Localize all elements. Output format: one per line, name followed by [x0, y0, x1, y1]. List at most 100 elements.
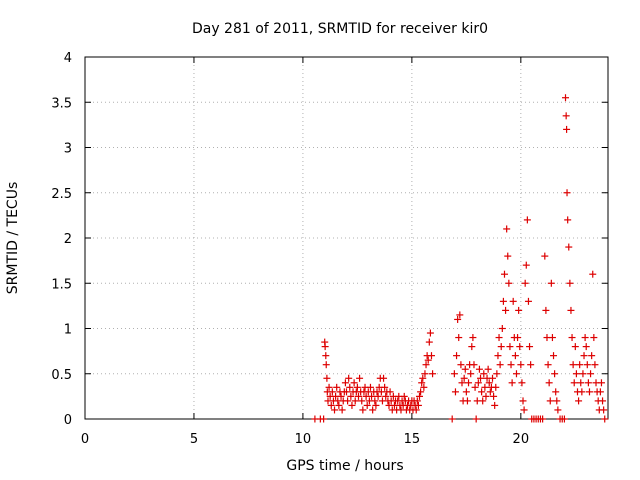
y-tick-label: 3	[64, 142, 72, 157]
data-point	[539, 415, 547, 423]
data-point	[458, 379, 466, 387]
x-tick-label: 15	[404, 432, 421, 447]
data-point	[468, 343, 476, 351]
data-point	[333, 383, 341, 391]
y-tick-label: 1.5	[51, 277, 72, 292]
data-point	[413, 397, 421, 405]
data-point	[520, 406, 528, 414]
data-point	[448, 415, 456, 423]
data-point	[489, 374, 497, 382]
data-point	[475, 365, 483, 373]
data-point	[429, 370, 437, 378]
data-point	[417, 388, 425, 396]
data-point	[474, 379, 482, 387]
data-point	[560, 415, 568, 423]
data-point	[583, 361, 591, 369]
data-point	[450, 370, 458, 378]
data-point	[526, 343, 534, 351]
data-point	[414, 401, 422, 409]
data-point	[456, 311, 464, 319]
data-point	[325, 383, 333, 391]
data-point	[575, 397, 583, 405]
data-point	[485, 379, 493, 387]
data-point	[508, 379, 516, 387]
data-point	[327, 401, 335, 409]
data-point	[380, 374, 388, 382]
data-point	[335, 401, 343, 409]
data-point	[467, 370, 475, 378]
data-point	[511, 352, 519, 360]
data-point	[550, 352, 558, 360]
data-point	[499, 297, 507, 305]
data-point	[516, 343, 524, 351]
data-point	[412, 406, 420, 414]
data-point	[345, 374, 353, 382]
data-point	[578, 388, 586, 396]
x-axis-label: GPS time / hours	[286, 458, 403, 474]
data-point	[521, 279, 529, 287]
x-tick-label: 10	[295, 432, 312, 447]
data-points	[311, 94, 609, 423]
data-point	[419, 374, 427, 382]
data-point	[356, 374, 364, 382]
data-point	[493, 370, 501, 378]
data-point	[512, 370, 520, 378]
data-point	[544, 361, 552, 369]
data-point	[589, 270, 597, 278]
data-point	[502, 306, 510, 314]
data-point	[386, 388, 394, 396]
data-point	[503, 225, 511, 233]
data-point	[347, 392, 355, 400]
data-point	[579, 370, 587, 378]
data-point	[338, 406, 346, 414]
data-point	[374, 392, 382, 400]
data-point	[457, 361, 465, 369]
x-tick-label: 5	[190, 432, 198, 447]
data-point	[344, 397, 352, 405]
data-point	[422, 361, 430, 369]
data-point	[421, 370, 429, 378]
data-point	[454, 315, 462, 323]
data-point	[341, 379, 349, 387]
data-point	[596, 388, 604, 396]
data-point	[420, 383, 428, 391]
data-point	[568, 334, 576, 342]
data-point	[517, 361, 525, 369]
y-axis-label: SRMTID / TECUs	[5, 182, 21, 295]
data-point	[562, 94, 570, 102]
data-point	[453, 352, 461, 360]
data-point	[353, 383, 361, 391]
data-point	[551, 370, 559, 378]
data-point	[465, 379, 473, 387]
y-tick-label: 2	[64, 232, 72, 247]
data-point	[506, 343, 514, 351]
data-point	[588, 352, 596, 360]
data-point	[569, 361, 577, 369]
data-point	[462, 388, 470, 396]
data-point	[554, 406, 562, 414]
data-point	[541, 252, 549, 260]
chart-title: Day 281 of 2011, SRMTID for receiver kir…	[192, 21, 488, 37]
data-point	[424, 356, 432, 364]
y-tick-label: 0	[64, 413, 72, 428]
data-point	[368, 392, 376, 400]
data-point	[563, 125, 571, 133]
data-point	[599, 397, 607, 405]
data-point	[552, 388, 560, 396]
axis-ticks: 0 5 10 15 20 0 0.5 1 1.5 2 2.5 3 3.5 4	[51, 51, 608, 447]
data-point	[491, 401, 499, 409]
data-point	[478, 388, 486, 396]
data-point	[497, 343, 505, 351]
data-point	[504, 252, 512, 260]
data-point	[494, 352, 502, 360]
data-point	[585, 388, 593, 396]
data-point	[515, 306, 523, 314]
data-point	[426, 329, 434, 337]
data-point	[371, 397, 379, 405]
data-point	[563, 189, 571, 197]
data-point	[507, 361, 515, 369]
data-point	[500, 270, 508, 278]
data-point	[460, 374, 468, 382]
data-point	[337, 392, 345, 400]
data-point	[509, 297, 517, 305]
